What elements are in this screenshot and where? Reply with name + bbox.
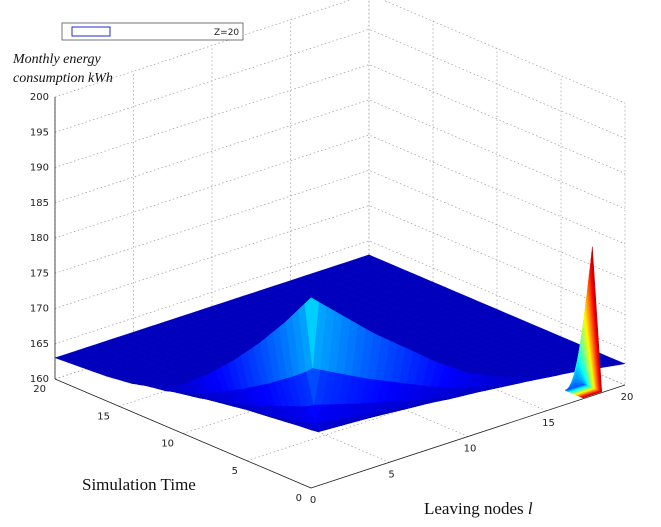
x-axis-title: Leaving nodes l	[424, 499, 533, 518]
x-tick-label: 15	[542, 418, 555, 429]
z-tick-label: 185	[30, 198, 49, 209]
legend-label: Z=20	[214, 28, 239, 38]
z-tick-label: 165	[30, 339, 49, 350]
y-tick-label: 0	[296, 493, 302, 504]
z-axis-title-line2: consumption kWh	[13, 71, 113, 86]
z-tick-label: 180	[30, 233, 49, 244]
y-tick-label: 15	[97, 411, 110, 422]
y-tick-label: 5	[232, 466, 238, 477]
x-tick-label: 0	[310, 495, 316, 506]
x-tick-label: 20	[621, 392, 634, 403]
z-tick-label: 160	[30, 374, 49, 385]
y-axis-line	[54, 378, 312, 489]
legend: Z=20	[61, 22, 244, 41]
y-tick-label: 20	[33, 384, 46, 395]
legend-swatch	[71, 26, 111, 37]
y-tick-label: 10	[161, 439, 174, 450]
z-tick-label: 175	[30, 268, 49, 279]
z-tick-label: 190	[30, 163, 49, 174]
z-tick-label: 195	[30, 127, 49, 138]
z-axis-title-line1: Monthly energy	[12, 52, 102, 67]
x-axis-title-text: Leaving nodes	[424, 499, 524, 518]
spike-layer	[564, 383, 584, 391]
x-tick-label: 5	[388, 469, 394, 480]
z-tick-label: 170	[30, 304, 49, 315]
tick-labels: 1601651701751801851901952000510152005101…	[30, 92, 633, 506]
chart-axes	[54, 97, 626, 489]
surface-plot	[54, 246, 626, 433]
x-axis-title-symbol: l	[528, 499, 533, 518]
z-tick-label: 200	[30, 92, 49, 103]
y-axis-title: Simulation Time	[82, 475, 196, 494]
surface-patch	[304, 297, 320, 369]
x-axis-line	[310, 384, 626, 489]
x-tick-label: 10	[464, 444, 477, 455]
